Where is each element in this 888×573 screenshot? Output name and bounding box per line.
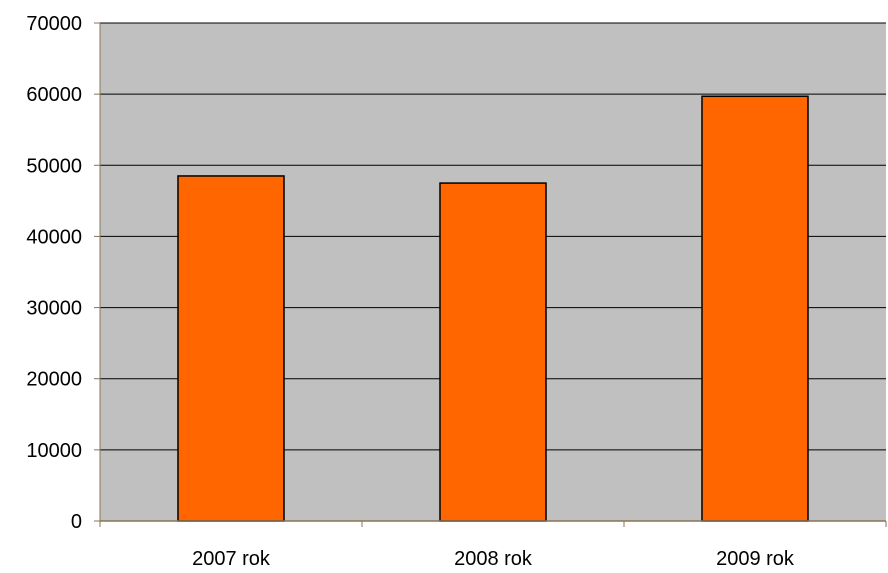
y-tick-label: 0 [71,511,82,533]
bar-2009-rok [701,95,809,522]
y-tick-label: 60000 [26,84,82,106]
bar-2008-rok [439,182,547,522]
y-tick-label: 20000 [26,369,82,391]
y-tick-label: 30000 [26,298,82,320]
y-tick-label: 70000 [26,13,82,35]
y-tick-label: 50000 [26,155,82,177]
y-tick-label: 40000 [26,226,82,248]
y-tick-label: 10000 [26,440,82,462]
bar-2007-rok [177,175,285,522]
x-tick-label: 2009 rok [716,548,795,570]
x-tick-label: 2008 rok [454,548,533,570]
x-tick-label: 2007 rok [192,548,271,570]
